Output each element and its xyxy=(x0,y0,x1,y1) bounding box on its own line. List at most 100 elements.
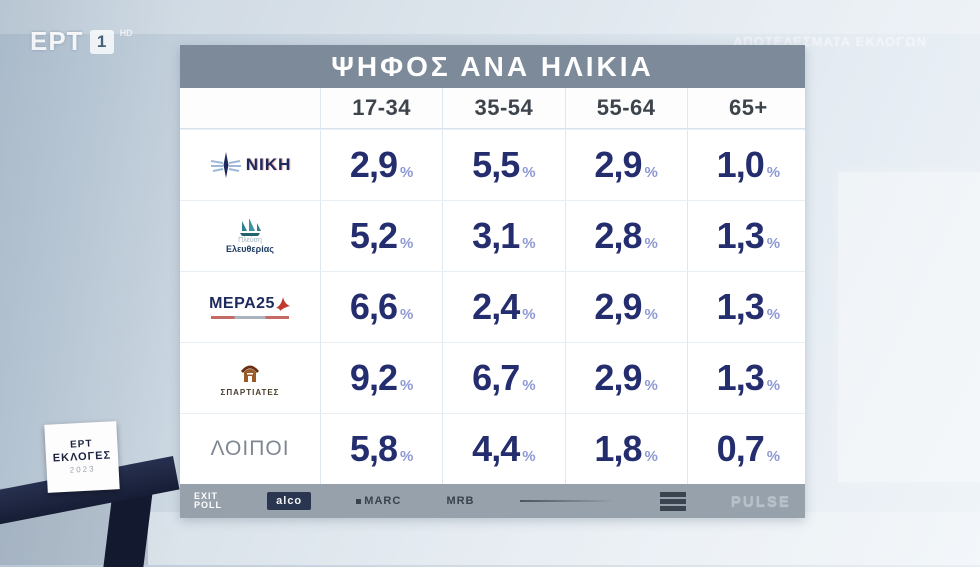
cell-plefsi-65plus: 1,3% xyxy=(686,201,809,271)
value: 6,7 xyxy=(472,357,520,398)
cell-loipoi-55-64: 1,8% xyxy=(564,414,687,484)
channel-name: ΕΡΤ xyxy=(30,26,84,56)
backdrop-shape-bottom xyxy=(148,512,980,565)
spartan-helmet-icon xyxy=(241,365,259,382)
mera25-subtext-bar xyxy=(211,316,289,319)
badge-line2: ΕΚΛΟΓΕΣ xyxy=(52,449,112,465)
percent-sign: % xyxy=(644,306,658,323)
party-name: ΜΕΡΑ25 xyxy=(209,295,275,312)
sailboat-icon xyxy=(240,217,261,236)
party-logo-mera25: ΜΕΡΑ25 xyxy=(180,272,320,342)
header-age-17-34: 17-34 xyxy=(320,88,442,128)
cell-loipoi-65plus: 0,7% xyxy=(686,414,809,484)
marc-label: MARC xyxy=(364,495,402,507)
table-row-loipoi: ΛΟΙΠΟΙ 5,8% 4,4% 1,8% 0,7% xyxy=(180,413,805,484)
cell-loipoi-35-54: 4,4% xyxy=(442,414,564,484)
cell-mera25-35-54: 2,4% xyxy=(442,272,564,342)
cell-mera25-55-64: 2,9% xyxy=(564,272,687,342)
channel-number-icon: 1 xyxy=(89,29,114,54)
cell-niki-55-64: 2,9% xyxy=(564,130,687,200)
percent-sign: % xyxy=(522,164,536,181)
cell-plefsi-35-54: 3,1% xyxy=(442,201,564,271)
cell-spartiates-17-34: 9,2% xyxy=(320,343,442,413)
value: 6,6 xyxy=(349,286,398,327)
percent-sign: % xyxy=(399,377,414,394)
header-age-55-64: 55-64 xyxy=(564,88,687,128)
mrb-logo: MRB xyxy=(446,495,474,507)
pulse-logo: PULSE xyxy=(730,492,791,510)
percent-sign: % xyxy=(644,448,658,465)
value: 2,4 xyxy=(472,286,520,327)
percent-sign: % xyxy=(522,235,536,252)
channel-bug: ΕΡΤ 1 HD xyxy=(30,26,133,57)
percent-sign: % xyxy=(644,164,658,181)
party-label-loipoi: ΛΟΙΠΟΙ xyxy=(180,414,320,484)
value: 4,4 xyxy=(472,428,520,469)
value: 3,1 xyxy=(472,215,520,256)
percent-sign: % xyxy=(399,306,414,323)
party-name-line1: Πλεύση xyxy=(238,236,262,244)
percent-sign: % xyxy=(522,448,536,465)
value: 0,7 xyxy=(716,428,765,469)
exit-poll-logo: EXIT POLL xyxy=(194,490,222,511)
value: 2,9 xyxy=(349,144,398,185)
percent-sign: % xyxy=(766,306,781,323)
value: 1,0 xyxy=(716,144,765,185)
exit-poll-footer: EXIT POLL alco MARC MRB PULSE xyxy=(180,484,805,518)
cell-plefsi-17-34: 5,2% xyxy=(320,201,442,271)
party-logo-plefsi: Πλεύση Ελευθερίας xyxy=(180,201,320,271)
badge-ribbon-vertical xyxy=(103,492,153,567)
cell-niki-17-34: 2,9% xyxy=(320,130,442,200)
percent-sign: % xyxy=(644,235,658,252)
cell-spartiates-65plus: 1,3% xyxy=(686,343,809,413)
panel-title: ΨΗΦΟΣ ΑΝΑ ΗΛΙΚΙΑ xyxy=(180,45,805,88)
niki-emblem-icon xyxy=(210,152,241,178)
value: 1,3 xyxy=(716,286,765,327)
table-row-mera25: ΜΕΡΑ25 6,6% 2,4% 2,9% 1,3% xyxy=(180,271,805,342)
backdrop-shape-top xyxy=(0,0,980,34)
marc-logo: MARC xyxy=(356,495,401,507)
exit-poll-line1: EXIT xyxy=(194,490,219,501)
percent-sign: % xyxy=(766,235,781,252)
value: 2,9 xyxy=(594,286,642,327)
cell-niki-35-54: 5,5% xyxy=(442,130,564,200)
percent-sign: % xyxy=(399,235,414,252)
party-logo-niki: ΝΙΚΗ xyxy=(180,130,320,200)
hd-label: HD xyxy=(119,28,133,38)
metron-signature-line-icon xyxy=(519,500,615,502)
alco-logo: alco xyxy=(267,492,312,510)
table-row-plefsi: Πλεύση Ελευθερίας 5,2% 3,1% 2,8% 1,3% xyxy=(180,200,805,271)
value: 2,9 xyxy=(594,144,642,185)
percent-sign: % xyxy=(399,448,414,465)
header-age-65plus: 65+ xyxy=(686,88,809,128)
percent-sign: % xyxy=(522,306,536,323)
party-name-line2: Ελευθερίας xyxy=(226,244,274,255)
party-name: ΝΙΚΗ xyxy=(245,155,292,174)
backdrop-shape-right xyxy=(838,172,980,482)
mrb-label: MRB xyxy=(446,495,475,507)
header-logo-spacer xyxy=(180,88,320,128)
red-bird-icon xyxy=(275,297,290,311)
party-name: ΣΠΑΡΤΙΑΤΕΣ xyxy=(220,387,280,397)
value: 5,8 xyxy=(349,428,398,469)
value: 1,8 xyxy=(594,428,642,469)
value: 1,3 xyxy=(716,215,765,256)
percent-sign: % xyxy=(766,448,781,465)
header-age-35-54: 35-54 xyxy=(442,88,564,128)
value: 2,9 xyxy=(594,357,642,398)
value: 5,2 xyxy=(349,215,398,256)
value: 5,5 xyxy=(472,144,520,185)
cell-niki-65plus: 1,0% xyxy=(686,130,809,200)
value: 2,8 xyxy=(594,215,642,256)
party-name: ΛΟΙΠΟΙ xyxy=(210,437,290,460)
cell-spartiates-55-64: 2,9% xyxy=(564,343,687,413)
table-header-row: 17-34 35-54 55-64 65+ xyxy=(180,88,805,129)
badge-line3: 2023 xyxy=(69,464,96,476)
ert-elections-badge: ΕΡΤ ΕΚΛΟΓΕΣ 2023 xyxy=(44,421,120,493)
value: 1,3 xyxy=(716,357,765,398)
percent-sign: % xyxy=(766,164,781,181)
cell-spartiates-35-54: 6,7% xyxy=(442,343,564,413)
percent-sign: % xyxy=(399,164,414,181)
value: 9,2 xyxy=(349,357,398,398)
exit-poll-line2: POLL xyxy=(194,500,222,510)
